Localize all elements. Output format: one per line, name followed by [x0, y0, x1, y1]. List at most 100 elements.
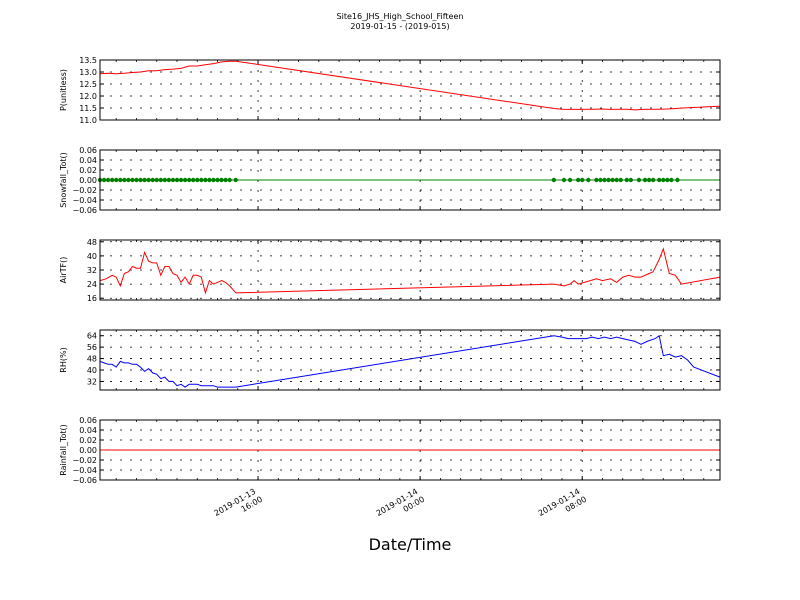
y-tick-label: 40	[87, 366, 97, 375]
data-point	[624, 177, 629, 183]
data-point	[174, 177, 180, 183]
y-tick-label: 12.0	[79, 92, 97, 101]
y-tick-label: 0.00	[79, 446, 97, 455]
data-point	[178, 177, 184, 183]
y-tick-label: 40	[87, 252, 97, 261]
data-point	[614, 177, 619, 183]
series-line	[99, 334, 721, 388]
y-tick-label: −0.06	[72, 476, 97, 485]
y-tick-label: 32	[87, 266, 97, 275]
data-point	[575, 177, 581, 183]
y-axis-label: Snowfall_Tot()	[59, 152, 68, 208]
data-point	[618, 177, 623, 183]
y-tick-label: 16	[87, 294, 97, 303]
data-point	[233, 177, 238, 183]
y-tick-label: 0.06	[79, 146, 97, 155]
axes-frame	[99, 419, 721, 481]
data-point	[114, 177, 119, 183]
data-point	[207, 177, 212, 183]
data-point	[191, 177, 196, 183]
data-point	[594, 177, 599, 183]
data-point	[146, 177, 151, 183]
data-point	[101, 177, 107, 183]
data-point	[669, 177, 674, 183]
y-tick-label: −0.04	[72, 466, 97, 475]
data-point	[219, 177, 224, 183]
data-point	[154, 177, 159, 183]
data-point	[665, 177, 670, 183]
y-tick-label: 48	[87, 355, 97, 364]
data-point	[203, 177, 208, 183]
data-point	[142, 177, 147, 183]
x-axis-label: Date/Time	[369, 535, 452, 554]
y-tick-label: −0.04	[72, 196, 97, 205]
y-tick-label: 13.0	[79, 68, 97, 77]
axes-frame	[99, 329, 721, 391]
y-tick-label: 11.5	[79, 104, 97, 113]
panel-5: −0.06−0.04−0.020.000.020.040.06 Rainfall_…	[59, 416, 721, 485]
series-line	[99, 60, 721, 111]
data-point	[186, 177, 192, 183]
y-tick-label: 0.04	[79, 156, 97, 165]
data-point	[118, 177, 123, 183]
y-tick-label: 0.06	[79, 416, 97, 425]
y-tick-label: 56	[87, 343, 97, 352]
data-point	[642, 177, 648, 183]
y-tick-label: −0.02	[72, 456, 97, 465]
axes-frame	[99, 239, 721, 301]
data-point	[567, 177, 573, 183]
y-tick-label: 12.5	[79, 80, 97, 89]
y-tick-label: 0.04	[79, 426, 97, 435]
series-line	[99, 247, 721, 295]
data-point	[211, 177, 216, 183]
data-point	[134, 177, 139, 183]
data-point	[162, 177, 168, 183]
data-point	[561, 177, 567, 183]
data-point	[586, 177, 591, 183]
data-point	[126, 177, 131, 183]
panel-2: −0.06−0.04−0.020.000.020.040.06 Snowfall_…	[59, 146, 721, 215]
axes-frame	[99, 149, 721, 211]
y-tick-label: 32	[87, 377, 97, 386]
data-point	[227, 177, 232, 183]
data-point	[158, 177, 163, 183]
data-point	[109, 177, 115, 183]
data-point	[105, 177, 111, 183]
data-point	[122, 177, 127, 183]
data-point	[215, 177, 220, 183]
data-point	[182, 177, 188, 183]
y-axis-label: P(unitless)	[59, 69, 68, 111]
axes-frame	[99, 59, 721, 121]
data-point	[551, 177, 557, 183]
data-point	[661, 177, 666, 183]
data-point	[606, 177, 611, 183]
data-point	[636, 177, 642, 183]
chart-subtitle: 2019-01-15 - (2019-015)	[350, 22, 449, 31]
data-point	[170, 177, 176, 183]
data-point	[646, 177, 652, 183]
data-point	[610, 177, 615, 183]
y-tick-label: 24	[87, 280, 97, 289]
data-point	[628, 177, 634, 183]
data-point	[675, 177, 680, 183]
y-tick-label: 48	[87, 238, 97, 247]
y-tick-label: 64	[87, 332, 97, 341]
panel-1: 11.0 11.5 12.0 12.5 13.0 13.5 P(unitless)	[59, 56, 721, 125]
data-point	[598, 177, 603, 183]
y-tick-label: 11.0	[79, 116, 97, 125]
y-tick-label: 13.5	[79, 56, 97, 65]
y-tick-label: −0.02	[72, 186, 97, 195]
data-point	[650, 177, 656, 183]
y-tick-label: 0.02	[79, 166, 97, 175]
y-tick-label: 0.00	[79, 176, 97, 185]
y-axis-label: Rainfall_Tot()	[59, 424, 68, 476]
data-point	[580, 177, 585, 183]
data-point	[223, 177, 228, 183]
y-tick-label: 0.02	[79, 436, 97, 445]
data-point	[130, 177, 135, 183]
data-point	[138, 177, 143, 183]
